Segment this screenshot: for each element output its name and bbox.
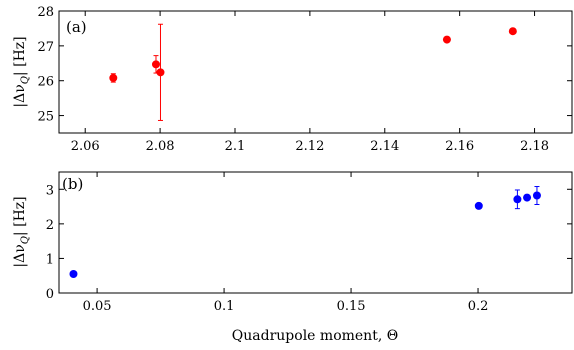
data-point <box>508 27 517 36</box>
x-axis-label: Quadrupole moment, Θ <box>232 328 398 344</box>
panel-b-y-tick-label: 1 <box>46 252 54 267</box>
panel-a-y-tick-label: 25 <box>37 110 54 125</box>
panel-a-y-ticks: 25 26 27 28 <box>37 5 572 125</box>
data-point <box>474 201 483 210</box>
panel-a-frame <box>58 10 573 134</box>
data-point <box>532 191 541 200</box>
data-point <box>109 73 118 82</box>
panel-a-y-tick-label: 27 <box>37 40 54 55</box>
panel-b-ylabel-unit: | [Hz] <box>12 196 28 236</box>
panel-a-x-tick-label: 2.14 <box>370 139 399 154</box>
panel-a-x-ticks: 2.06 2.08 2.1 2.12 2.14 2.16 2.18 <box>71 11 549 154</box>
panel-b-frame <box>58 171 573 294</box>
panel-b-ylabel-sub: Q <box>20 236 31 244</box>
panel-b-y-tick-label: 0 <box>46 287 54 302</box>
panel-b-y-tick-label: 2 <box>46 218 54 233</box>
panel-a-y-tick-label: 26 <box>37 75 54 90</box>
panel-a-ylabel-sub: Q <box>20 76 31 84</box>
panel-b-label: (b) <box>62 175 83 193</box>
panel-b-y-ticks: 0 1 2 3 <box>46 183 572 302</box>
panel-a-x-tick-label: 2.16 <box>445 139 474 154</box>
panel-a-ylabel-unit: | [Hz] <box>12 36 28 76</box>
panel-a-points <box>109 23 517 121</box>
panel-a-x-tick-label: 2.18 <box>520 139 549 154</box>
panel-b-x-tick-label: 0.1 <box>214 299 235 314</box>
data-point <box>513 195 522 204</box>
panel-b-x-tick-label: 0.05 <box>83 299 112 314</box>
panel-a: (a) 2.06 2.08 2.1 2.12 2.14 2.16 2.18 25 26 27 28… <box>12 5 573 154</box>
panel-b: (b) 0.05 0.1 0.15 0.2 0 1 2 3 |ΔνQ| [Hz] Quadr… <box>12 171 573 344</box>
data-point <box>523 193 532 202</box>
data-point <box>151 60 160 69</box>
panel-a-y-axis-label: |ΔνQ| [Hz] <box>12 36 31 107</box>
panel-a-ylabel-main: |Δν <box>12 84 28 107</box>
data-point <box>442 35 451 44</box>
panel-b-ylabel-main: |Δν <box>12 244 28 267</box>
panel-b-x-ticks: 0.05 0.1 0.15 0.2 <box>83 172 489 314</box>
panel-b-y-axis-label: |ΔνQ| [Hz] <box>12 196 31 267</box>
panel-b-x-tick-label: 0.15 <box>337 299 366 314</box>
panel-a-x-tick-label: 2.1 <box>225 139 246 154</box>
panel-a-label: (a) <box>66 18 87 36</box>
panel-b-y-tick-label: 3 <box>46 183 54 198</box>
panel-a-y-tick-label: 28 <box>37 5 54 20</box>
data-point <box>156 68 165 77</box>
panel-a-x-tick-label: 2.08 <box>146 139 175 154</box>
data-point <box>69 269 78 278</box>
panel-a-x-tick-label: 2.12 <box>295 139 324 154</box>
panel-b-x-tick-label: 0.2 <box>468 299 489 314</box>
panel-a-x-tick-label: 2.06 <box>71 139 100 154</box>
panel-b-points <box>69 186 541 278</box>
